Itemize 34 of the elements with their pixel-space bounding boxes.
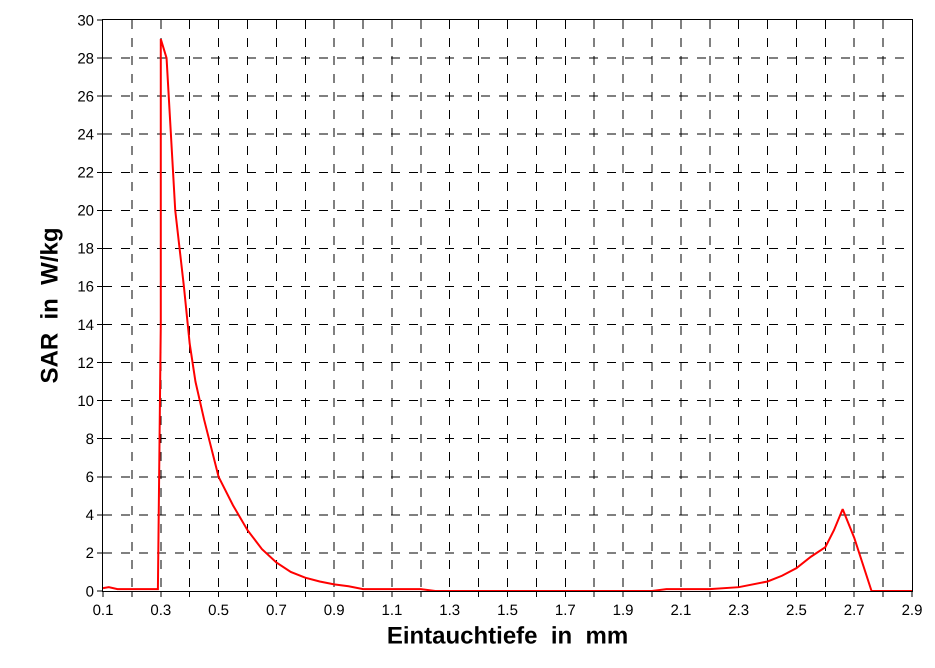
x-tick-label: 1.5 [497,602,518,619]
x-tick-label: 0.3 [150,602,172,619]
x-tick-label: 0.1 [92,602,114,619]
x-tick-label: 1.1 [382,602,402,619]
x-tick-label: 1.9 [612,602,634,619]
y-tick-label: 28 [77,50,94,68]
y-tick-label: 30 [77,12,94,30]
y-tick-label: 4 [86,507,94,524]
x-axis-title: Eintauchtiefe in mm [386,622,628,650]
x-tick-label: 2.7 [844,602,865,619]
y-tick-label: 14 [77,316,94,334]
x-tick-label: 2.1 [670,602,692,619]
x-tick-label: 2.5 [786,602,807,619]
y-tick-label: 12 [77,354,94,372]
x-tick-label: 0.7 [266,602,287,619]
y-tick-label: 6 [86,469,94,486]
y-tick-label: 22 [77,164,94,182]
y-tick-label: 18 [77,240,94,258]
x-tick-label: 1.7 [554,602,576,619]
y-tick-label: 0 [86,583,94,600]
x-tick-label: 2.9 [902,602,922,619]
y-tick-label: 10 [77,392,94,410]
y-tick-label: 16 [77,278,94,296]
y-tick-label: 24 [77,126,94,144]
x-tick-label: 1.3 [439,602,460,619]
x-tick-label: 0.5 [208,602,229,619]
y-axis-title: SAR in W/kg [36,228,64,384]
y-tick-label: 2 [86,545,94,562]
y-tick-label: 8 [86,430,94,448]
line-series [103,38,912,591]
y-tick-label: 20 [77,202,94,220]
x-tick-label: 0.9 [324,602,345,619]
y-tick-label: 26 [77,88,94,106]
x-tick-label: 2.3 [728,602,750,619]
